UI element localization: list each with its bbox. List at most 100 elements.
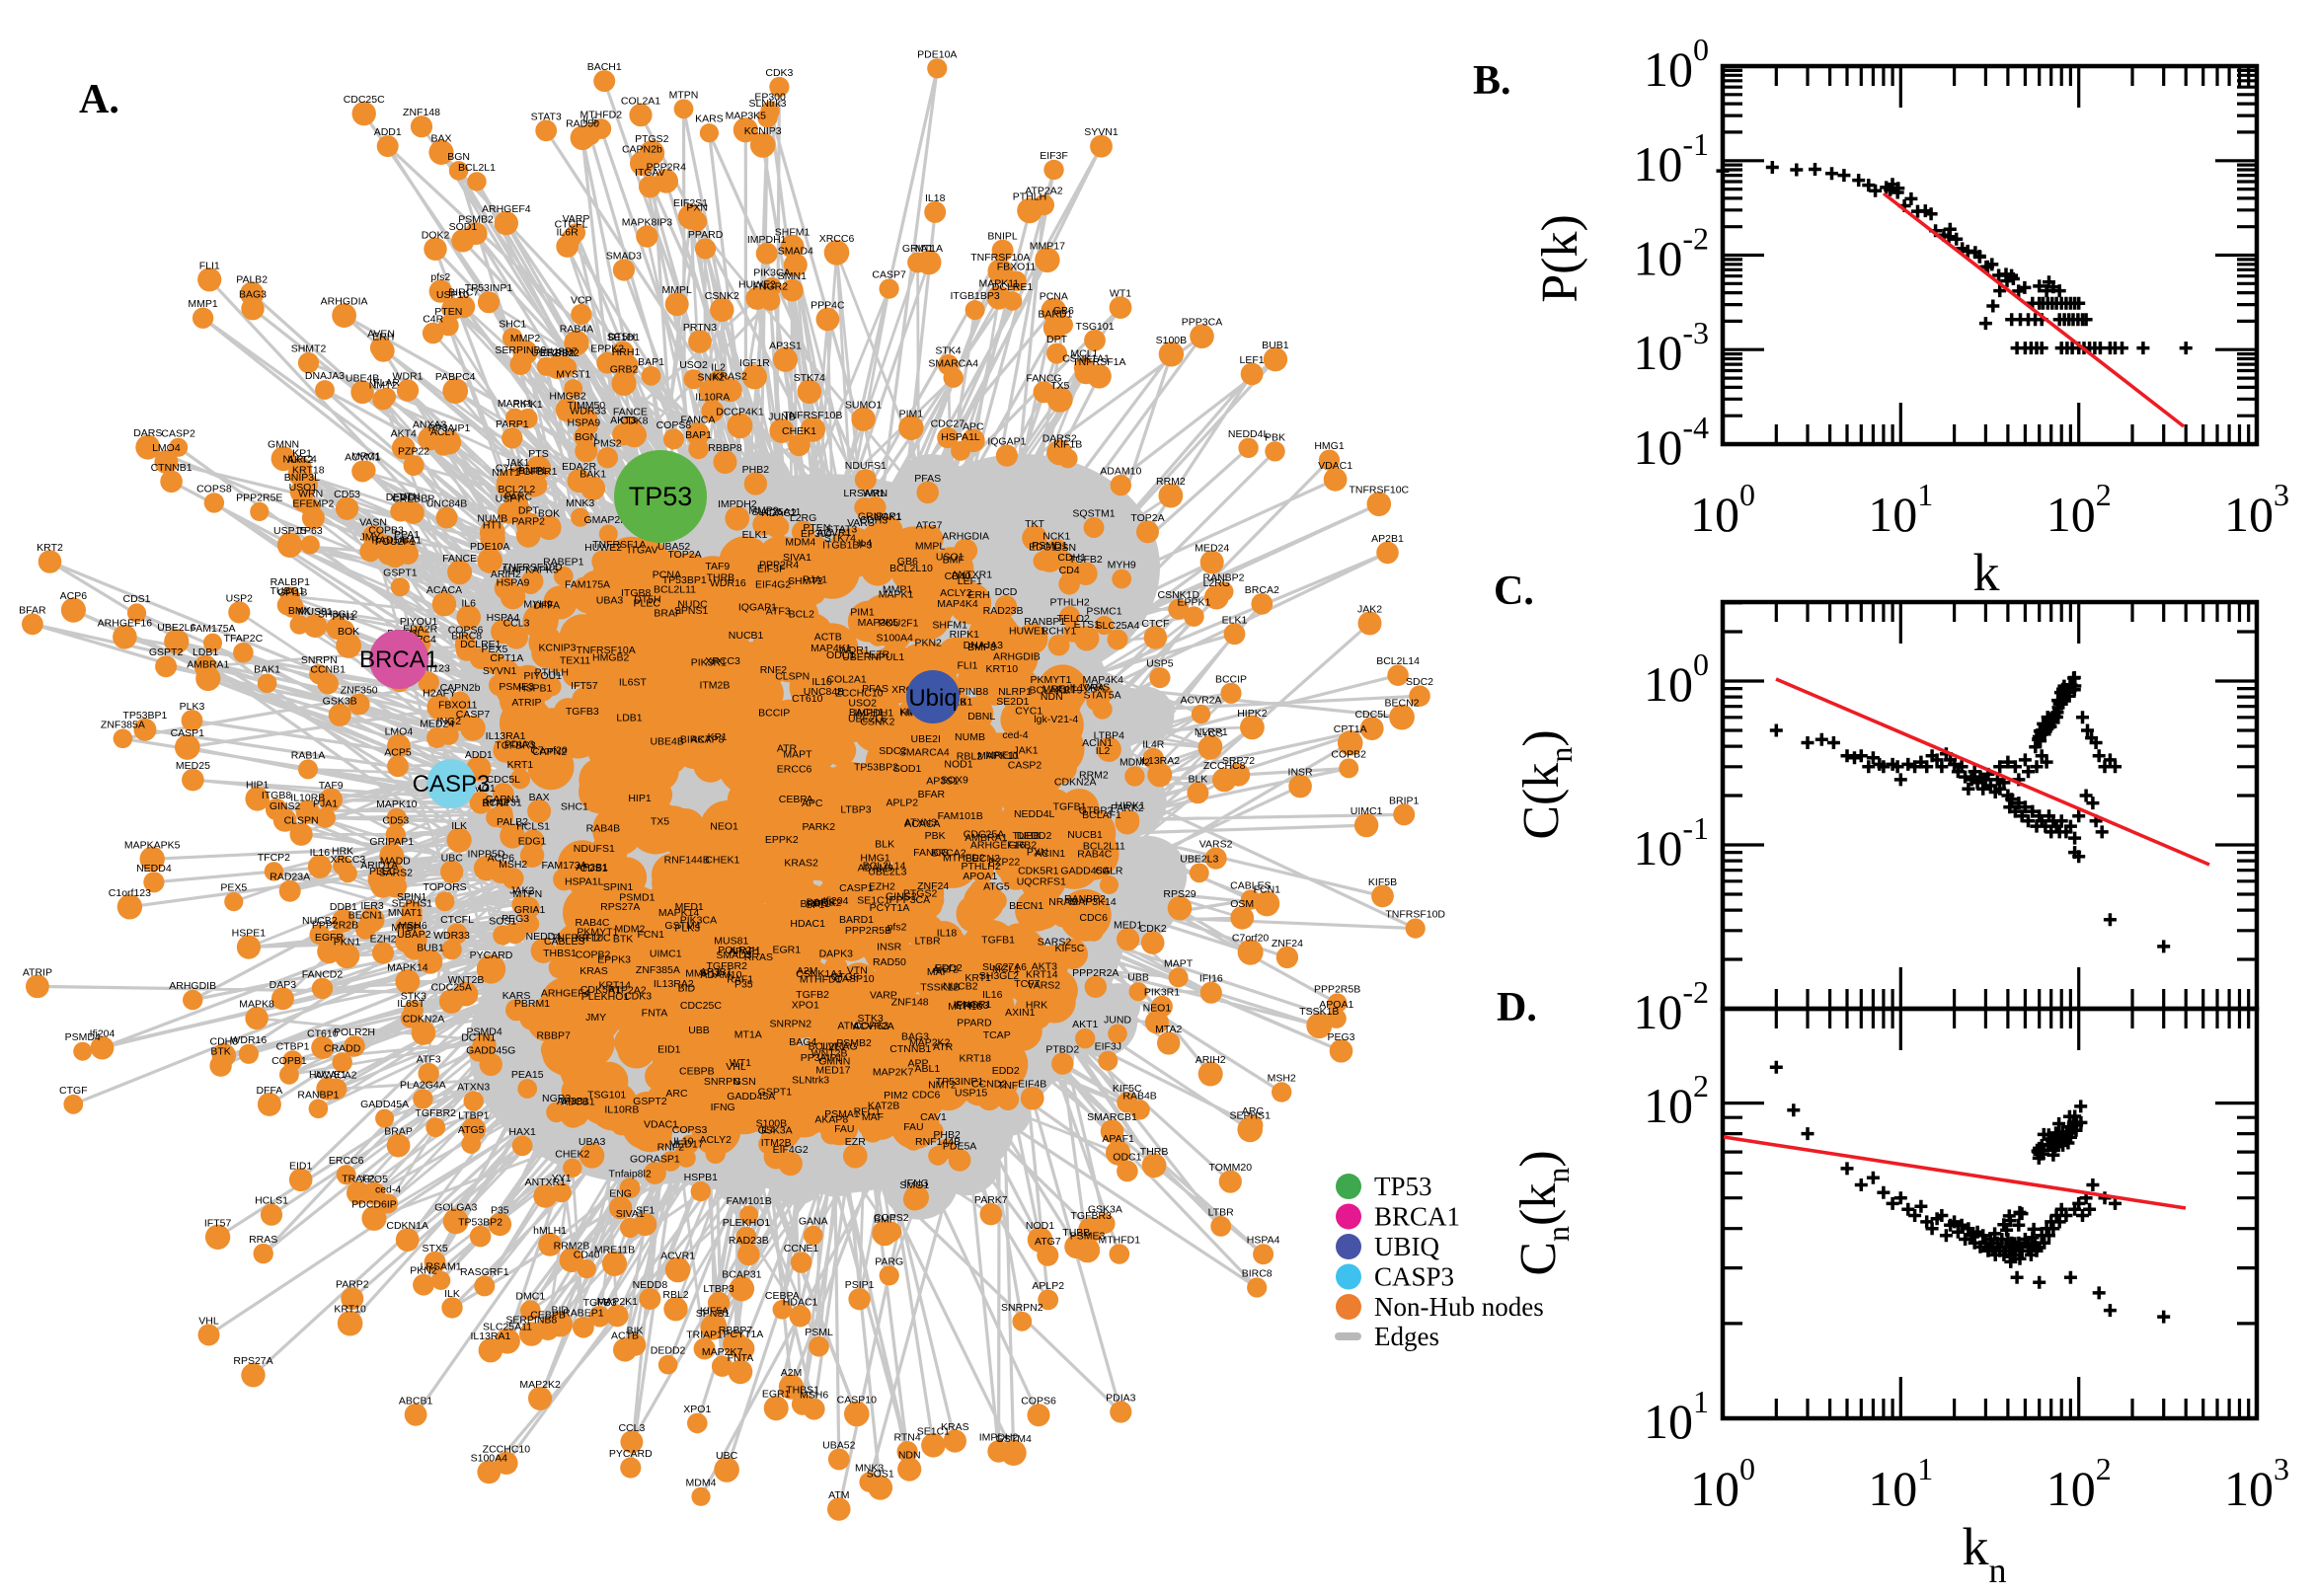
svg-text:TGFB3: TGFB3 bbox=[583, 1297, 617, 1309]
svg-text:PTBD2: PTBD2 bbox=[1045, 1044, 1079, 1056]
svg-text:PIM1: PIM1 bbox=[850, 607, 875, 619]
svg-text:TGFB2: TGFB2 bbox=[796, 989, 829, 1001]
svg-text:BAX: BAX bbox=[529, 792, 550, 803]
svg-text:BIRC8: BIRC8 bbox=[1242, 1268, 1273, 1280]
svg-text:PLK3: PLK3 bbox=[180, 701, 205, 713]
svg-text:PARK2: PARK2 bbox=[1111, 802, 1144, 814]
svg-text:LTBP3: LTBP3 bbox=[840, 804, 871, 816]
svg-text:ATF3: ATF3 bbox=[766, 605, 791, 617]
svg-text:SHC1: SHC1 bbox=[499, 318, 526, 330]
svg-text:HSPB1: HSPB1 bbox=[684, 1172, 719, 1183]
svg-text:BTK: BTK bbox=[210, 1046, 230, 1058]
svg-text:HTT: HTT bbox=[483, 519, 503, 531]
svg-text:MSH2: MSH2 bbox=[1268, 1073, 1296, 1085]
svg-text:IFT57: IFT57 bbox=[571, 680, 598, 692]
svg-text:CPT1A: CPT1A bbox=[1334, 723, 1367, 735]
svg-text:PDE10A: PDE10A bbox=[470, 541, 509, 553]
svg-text:BCCIP: BCCIP bbox=[1215, 673, 1247, 685]
svg-text:BECN1: BECN1 bbox=[1009, 900, 1043, 912]
svg-text:POLR2H: POLR2H bbox=[334, 1026, 375, 1038]
svg-text:BIRC7: BIRC7 bbox=[680, 734, 711, 746]
svg-text:MAP2K2: MAP2K2 bbox=[909, 1037, 951, 1049]
svg-text:IL10RA: IL10RA bbox=[695, 391, 730, 403]
svg-text:UBA52: UBA52 bbox=[822, 1440, 855, 1452]
svg-text:CAPN2b: CAPN2b bbox=[622, 144, 662, 156]
svg-text:PBK: PBK bbox=[925, 830, 946, 842]
svg-text:DPT: DPT bbox=[1046, 334, 1068, 345]
svg-text:NUCB1: NUCB1 bbox=[1067, 829, 1103, 841]
svg-text:DAP3: DAP3 bbox=[270, 979, 297, 991]
svg-text:RTN4: RTN4 bbox=[893, 1432, 920, 1444]
svg-text:MDM4: MDM4 bbox=[785, 536, 815, 548]
svg-text:ELK1: ELK1 bbox=[1222, 614, 1248, 626]
svg-text:VARP: VARP bbox=[870, 989, 897, 1001]
svg-text:VARS2: VARS2 bbox=[1199, 839, 1233, 851]
svg-text:TP53: TP53 bbox=[1374, 1172, 1432, 1201]
svg-text:GADD45A: GADD45A bbox=[360, 1099, 409, 1110]
svg-text:HSPA4: HSPA4 bbox=[1247, 1235, 1280, 1247]
svg-text:PTHLH: PTHLH bbox=[1013, 190, 1046, 202]
svg-text:IFI16: IFI16 bbox=[1199, 973, 1223, 985]
svg-text:RBBP7: RBBP7 bbox=[719, 1325, 753, 1336]
svg-text:PDIA3: PDIA3 bbox=[1106, 1393, 1136, 1405]
svg-text:RRM2: RRM2 bbox=[1156, 476, 1186, 488]
svg-text:KCNIP3: KCNIP3 bbox=[744, 125, 782, 137]
svg-text:MAP2K7: MAP2K7 bbox=[873, 1066, 914, 1078]
svg-text:ERCC6: ERCC6 bbox=[777, 763, 812, 775]
svg-text:SMN1: SMN1 bbox=[778, 270, 807, 282]
svg-text:PDIA3: PDIA3 bbox=[504, 739, 535, 751]
svg-text:KRT18: KRT18 bbox=[959, 1053, 991, 1065]
svg-text:FLI1: FLI1 bbox=[199, 260, 220, 271]
svg-text:PSIP1: PSIP1 bbox=[845, 1279, 875, 1291]
svg-text:FCN1: FCN1 bbox=[1254, 884, 1281, 896]
svg-text:GRIA1: GRIA1 bbox=[514, 904, 546, 916]
svg-text:TFAP2C: TFAP2C bbox=[224, 633, 264, 645]
svg-text:MAPK14: MAPK14 bbox=[387, 962, 428, 974]
svg-text:TX5: TX5 bbox=[651, 816, 669, 828]
svg-text:MSH6: MSH6 bbox=[399, 920, 427, 932]
svg-text:MAPK11: MAPK11 bbox=[978, 277, 1019, 289]
svg-text:MAPK8: MAPK8 bbox=[239, 999, 274, 1011]
svg-text:LRSAM1: LRSAM1 bbox=[421, 1260, 462, 1272]
svg-text:PRTN3: PRTN3 bbox=[683, 322, 717, 334]
svg-text:DARS: DARS bbox=[133, 427, 162, 439]
svg-text:BARD1: BARD1 bbox=[1038, 308, 1072, 320]
svg-text:PPP4C: PPP4C bbox=[811, 300, 845, 312]
svg-text:WDR16: WDR16 bbox=[231, 1034, 268, 1046]
svg-text:BCAP31: BCAP31 bbox=[482, 798, 521, 809]
svg-text:GRIPAP1: GRIPAP1 bbox=[858, 510, 902, 522]
svg-text:CASP3: CASP3 bbox=[413, 771, 491, 798]
svg-text:EIF4G2: EIF4G2 bbox=[773, 1144, 809, 1156]
svg-text:RAB4A: RAB4A bbox=[560, 323, 593, 335]
svg-text:TP53BP2: TP53BP2 bbox=[854, 762, 898, 774]
svg-text:CCNE1: CCNE1 bbox=[784, 1243, 819, 1254]
svg-text:GRB2: GRB2 bbox=[1009, 840, 1038, 852]
svg-text:HMGB2: HMGB2 bbox=[592, 651, 630, 663]
svg-text:GSK3B: GSK3B bbox=[323, 695, 357, 707]
svg-text:PCNA: PCNA bbox=[1040, 291, 1068, 303]
svg-text:CDC6: CDC6 bbox=[1079, 912, 1108, 924]
svg-text:USP10: USP10 bbox=[436, 289, 469, 301]
svg-text:IFNG: IFNG bbox=[711, 1102, 735, 1113]
svg-text:EP300: EP300 bbox=[754, 92, 786, 104]
svg-text:WDR1: WDR1 bbox=[839, 645, 870, 656]
svg-text:PZP22: PZP22 bbox=[398, 446, 429, 458]
svg-text:FANCE: FANCE bbox=[442, 553, 477, 565]
svg-text:DOK2: DOK2 bbox=[422, 229, 450, 241]
svg-text:FAU: FAU bbox=[834, 1123, 854, 1135]
svg-text:TCAP: TCAP bbox=[983, 1029, 1011, 1041]
svg-text:IL6R: IL6R bbox=[557, 227, 579, 239]
svg-text:XPO5: XPO5 bbox=[360, 1174, 388, 1185]
svg-text:STAT3: STAT3 bbox=[531, 111, 562, 122]
svg-text:CCNB1: CCNB1 bbox=[310, 664, 346, 676]
svg-text:HIP1: HIP1 bbox=[628, 793, 652, 804]
svg-text:TKT: TKT bbox=[1025, 518, 1044, 530]
svg-text:ARIH2: ARIH2 bbox=[1196, 1054, 1226, 1066]
svg-text:PSMD1: PSMD1 bbox=[619, 892, 655, 904]
svg-text:NEDD4L: NEDD4L bbox=[1014, 808, 1055, 820]
svg-text:MTA2: MTA2 bbox=[1155, 1024, 1182, 1035]
svg-text:PSMD4: PSMD4 bbox=[65, 1031, 101, 1043]
svg-text:VARP: VARP bbox=[563, 213, 590, 225]
svg-text:BRIP1: BRIP1 bbox=[1389, 795, 1420, 806]
svg-text:GSN: GSN bbox=[733, 1076, 756, 1088]
